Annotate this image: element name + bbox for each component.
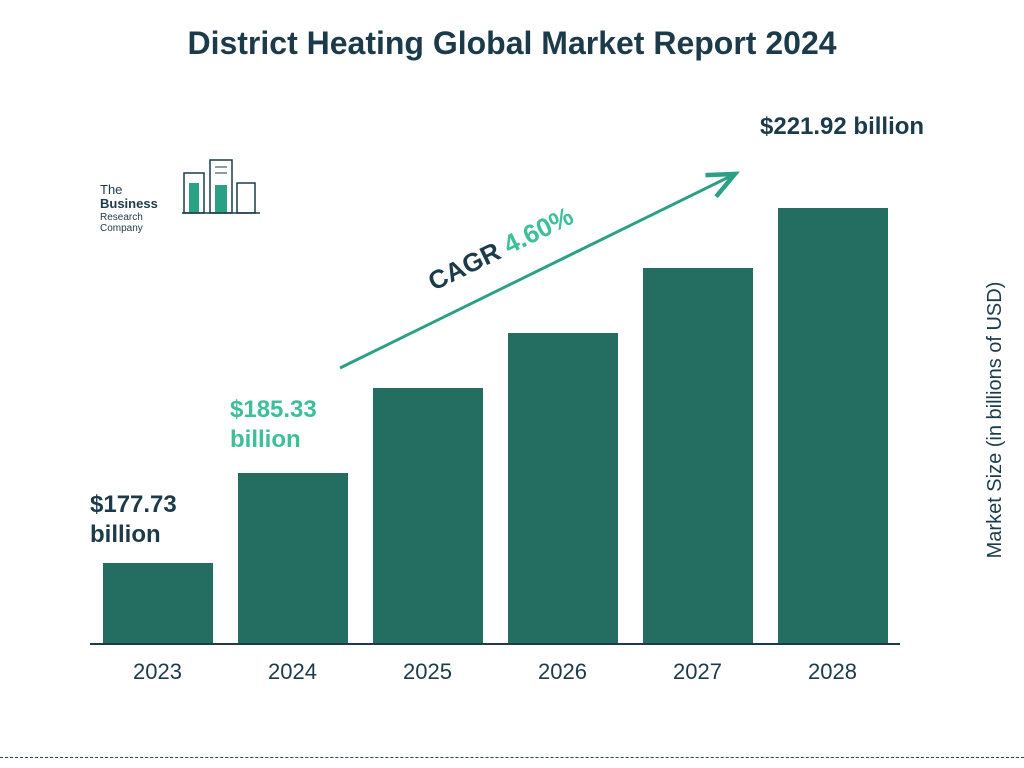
bar-group bbox=[98, 563, 218, 643]
x-axis-labels: 2023 2024 2025 2026 2027 2028 bbox=[90, 659, 900, 685]
bar bbox=[643, 268, 753, 643]
bar-group bbox=[773, 208, 893, 643]
bar-chart: 2023 2024 2025 2026 2027 2028 bbox=[90, 145, 900, 685]
value-label: $185.33billion bbox=[230, 395, 317, 455]
bar-group bbox=[638, 268, 758, 643]
chart-title-text: District Heating Global Market Report 20… bbox=[187, 25, 836, 61]
x-axis-tick-label: 2025 bbox=[368, 659, 488, 685]
value-label: $221.92 billion bbox=[760, 112, 924, 142]
bar bbox=[238, 473, 348, 643]
x-axis-tick-label: 2026 bbox=[503, 659, 623, 685]
bottom-divider bbox=[0, 757, 1024, 758]
chart-title: District Heating Global Market Report 20… bbox=[0, 25, 1024, 62]
value-label-line: billion bbox=[230, 425, 317, 455]
y-axis-label: Market Size (in billions of USD) bbox=[984, 240, 1007, 600]
x-axis-tick-label: 2027 bbox=[638, 659, 758, 685]
x-axis-tick-label: 2028 bbox=[773, 659, 893, 685]
y-axis-label-text: Market Size (in billions of USD) bbox=[984, 282, 1006, 559]
bar bbox=[778, 208, 888, 643]
value-label-line: billion bbox=[90, 520, 177, 550]
bar bbox=[373, 388, 483, 643]
value-label-line: $177.73 bbox=[90, 490, 177, 520]
value-label-line: $185.33 bbox=[230, 395, 317, 425]
bar bbox=[103, 563, 213, 643]
x-axis-tick-label: 2024 bbox=[233, 659, 353, 685]
value-label: $177.73billion bbox=[90, 490, 177, 550]
value-label-line: $221.92 billion bbox=[760, 112, 924, 142]
bar-group bbox=[368, 388, 488, 643]
bar-group bbox=[503, 333, 623, 643]
chart-baseline bbox=[90, 643, 900, 645]
x-axis-tick-label: 2023 bbox=[98, 659, 218, 685]
bar bbox=[508, 333, 618, 643]
bar-group bbox=[233, 473, 353, 643]
